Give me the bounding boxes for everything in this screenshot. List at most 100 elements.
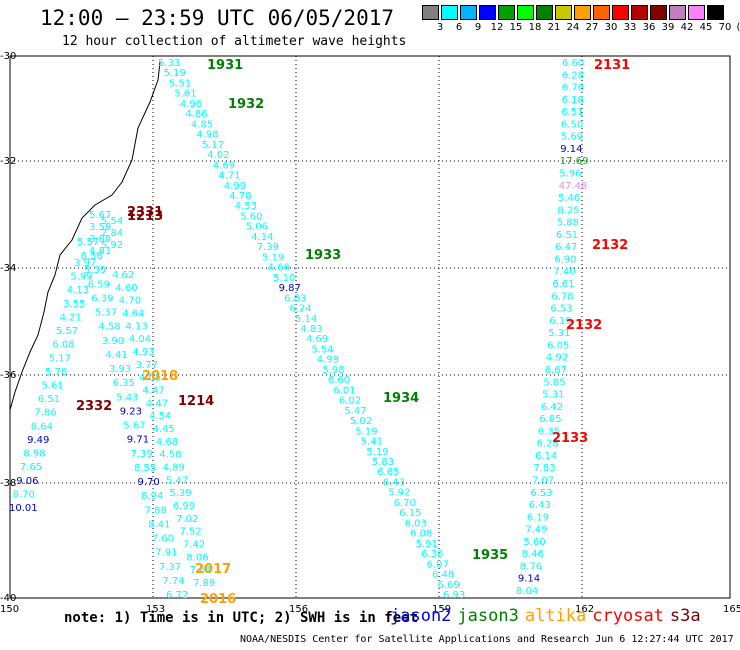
wave-height-value: 4.54 bbox=[149, 411, 171, 422]
wave-height-value: 6.51 bbox=[561, 107, 583, 118]
map-title: 12:00 – 23:59 UTC 06/05/2017 bbox=[40, 6, 395, 30]
wave-height-value: 6.83 bbox=[284, 293, 306, 304]
wave-height-value: 5.10 bbox=[273, 273, 295, 284]
wave-height-value: 6.70 bbox=[394, 498, 416, 509]
time-stamp-label: 1931 bbox=[207, 58, 243, 73]
legend-label: (ft) bbox=[736, 22, 740, 33]
wave-height-value: 5.91 bbox=[416, 539, 438, 550]
wave-height-value: 9.71 bbox=[127, 435, 149, 446]
legend-swatch bbox=[707, 5, 724, 20]
lon-tick-label: 165 bbox=[723, 604, 740, 615]
wave-height-value: 8.55 bbox=[134, 463, 156, 474]
wave-height-value: 5.19 bbox=[164, 68, 186, 79]
wave-height-value: 6.72 bbox=[166, 590, 188, 601]
wave-height-value: 4.68 bbox=[156, 437, 178, 448]
wave-height-value: 5.96 bbox=[559, 169, 581, 180]
wave-height-value: 6.69 bbox=[438, 580, 460, 591]
wave-height-value: 4.69 bbox=[306, 334, 328, 345]
wave-height-value: 5.17 bbox=[202, 140, 224, 151]
lon-tick-label: 162 bbox=[575, 604, 594, 615]
wave-height-value: 5.67 bbox=[89, 210, 111, 221]
wave-height-value: 4.45 bbox=[153, 424, 175, 435]
wave-height-value: 3.58 bbox=[89, 222, 111, 233]
wave-height-value: 6.35 bbox=[113, 378, 135, 389]
wave-height-value: 7.89 bbox=[193, 578, 215, 589]
credit-line: NOAA/NESDIS Center for Satellite Applica… bbox=[240, 634, 734, 645]
wave-height-value: 3.88 bbox=[89, 234, 111, 245]
legend-label: 21 bbox=[547, 22, 561, 33]
legend-label: 33 bbox=[623, 22, 637, 33]
wave-height-value: 6.61 bbox=[552, 279, 574, 290]
wave-height-value: 6.51 bbox=[556, 230, 578, 241]
wave-height-value: 8.41 bbox=[148, 519, 170, 530]
wave-height-value: 5.14 bbox=[295, 314, 317, 325]
wave-height-value: 6.43 bbox=[529, 500, 551, 511]
wave-height-value: 9.23 bbox=[120, 406, 142, 417]
time-stamp-label: 2131 bbox=[594, 58, 630, 73]
wave-height-value: 5.37 bbox=[95, 308, 117, 319]
wave-height-value: 3.90 bbox=[102, 336, 124, 347]
legend-label: 30 bbox=[604, 22, 618, 33]
wave-height-value: 4.69 bbox=[213, 160, 235, 171]
wave-height-value: 6.08 bbox=[410, 529, 432, 540]
wave-height-value: 4.93 bbox=[132, 347, 154, 358]
wave-height-value: 3.97 bbox=[74, 258, 96, 269]
wave-height-value: 5.19 bbox=[366, 447, 388, 458]
wave-height-value: 5.51 bbox=[169, 79, 191, 90]
wave-height-value: 9.49 bbox=[27, 435, 49, 446]
wave-height-value: 8.98 bbox=[23, 449, 45, 460]
wave-height-value: 5.61 bbox=[174, 89, 196, 100]
lat-tick-label: -36 bbox=[0, 370, 16, 381]
legend-swatch bbox=[422, 5, 439, 20]
wave-height-value: 5.33 bbox=[158, 58, 180, 69]
wave-height-value: 5.78 bbox=[45, 367, 67, 378]
wave-height-value: 7.39 bbox=[257, 242, 279, 253]
legend-swatch bbox=[460, 5, 477, 20]
time-stamp-label: 2331 bbox=[127, 205, 163, 220]
wave-height-value: 7.07 bbox=[532, 476, 554, 487]
wave-height-value: 6.28 bbox=[562, 70, 584, 81]
wave-height-value: 5.57 bbox=[56, 326, 78, 337]
wave-height-value: 6.43 bbox=[383, 478, 405, 489]
satellite-jason3: jason3 bbox=[457, 606, 519, 626]
wave-height-value: 4.66 bbox=[268, 263, 290, 274]
lat-tick-label: -38 bbox=[0, 478, 16, 489]
wave-height-value: 6.67 bbox=[545, 365, 567, 376]
wave-height-value: 6.05 bbox=[547, 340, 569, 351]
wave-height-value: 8.76 bbox=[520, 561, 542, 572]
wave-height-value: 4.70 bbox=[119, 296, 141, 307]
lon-tick-label: 153 bbox=[146, 604, 165, 615]
wave-height-value: 4.21 bbox=[60, 312, 82, 323]
wave-height-value: 6.35 bbox=[538, 426, 560, 437]
wave-height-value: 7.37 bbox=[159, 562, 181, 573]
wave-height-value: 5.69 bbox=[561, 132, 583, 143]
legend-label: 18 bbox=[528, 22, 542, 33]
wave-height-value: 5.43 bbox=[116, 392, 138, 403]
wave-height-value: 7.86 bbox=[34, 408, 56, 419]
wave-height-value: 4.85 bbox=[191, 119, 213, 130]
wave-height-value: 5.47 bbox=[166, 475, 188, 486]
wave-height-value: 6.47 bbox=[555, 242, 577, 253]
wave-height-value: 6.85 bbox=[539, 414, 561, 425]
wave-height-value: 7.88 bbox=[145, 505, 167, 516]
wave-height-value: 8.94 bbox=[141, 491, 163, 502]
wave-height-value: 8.06 bbox=[186, 552, 208, 563]
wave-height-value: 9.14 bbox=[560, 144, 582, 155]
wave-height-value: 4.60 bbox=[115, 283, 137, 294]
wave-height-value: 6.53 bbox=[530, 488, 552, 499]
wave-height-value: 6.65 bbox=[377, 467, 399, 478]
legend-label: 39 bbox=[661, 22, 675, 33]
time-stamp-label: 2016 bbox=[200, 592, 236, 607]
legend-swatch bbox=[574, 5, 591, 20]
wave-height-value: 6.59 bbox=[88, 279, 110, 290]
wave-height-value: 6.99 bbox=[173, 501, 195, 512]
wave-height-value: 7.83 bbox=[533, 463, 555, 474]
wave-height-value: 17.69 bbox=[560, 156, 589, 167]
wave-height-value: 3.93 bbox=[109, 364, 131, 375]
time-stamp-label: 1214 bbox=[178, 394, 214, 409]
wave-height-value: 6.19 bbox=[549, 316, 571, 327]
legend-label: 12 bbox=[490, 22, 504, 33]
wave-height-value: 6.60 bbox=[328, 375, 350, 386]
legend-label: 36 bbox=[642, 22, 656, 33]
